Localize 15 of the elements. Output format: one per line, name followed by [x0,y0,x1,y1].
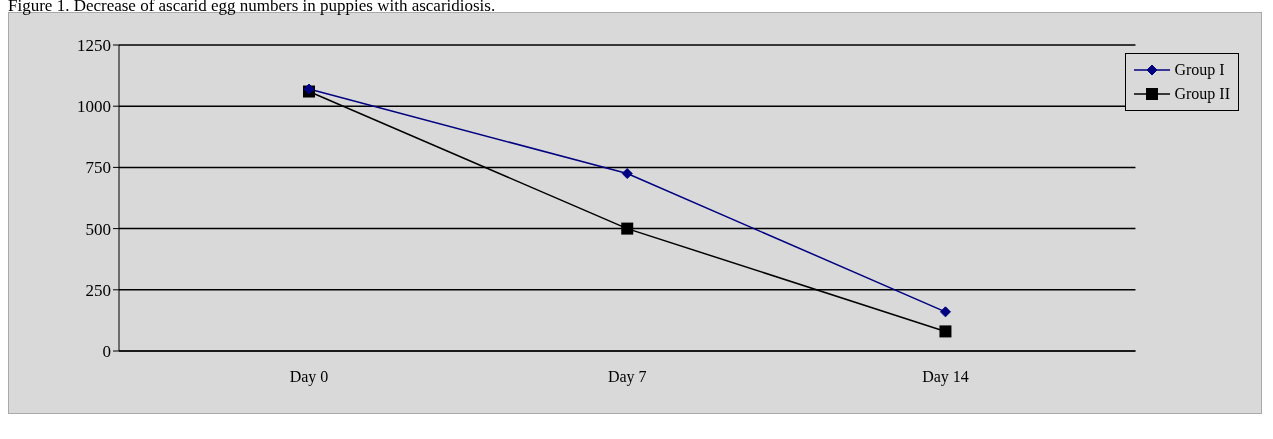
y-tick-label: 1250 [77,36,111,56]
x-tick-label: Day 14 [922,368,969,387]
point [621,168,633,180]
y-tick-label: 1000 [77,97,111,117]
x-tick-label: Day 7 [607,368,647,387]
y-tick-label: 250 [85,280,111,300]
y-tick-label: 750 [85,158,111,178]
x-tick-label: Day 0 [289,368,329,387]
y-tick-label: 500 [85,219,111,239]
y-tick-label: 0 [102,342,111,362]
legend-label: Group I [1174,61,1225,79]
legend-label: Group II [1174,85,1230,103]
point [939,306,951,318]
point [939,325,952,338]
point [621,222,634,235]
